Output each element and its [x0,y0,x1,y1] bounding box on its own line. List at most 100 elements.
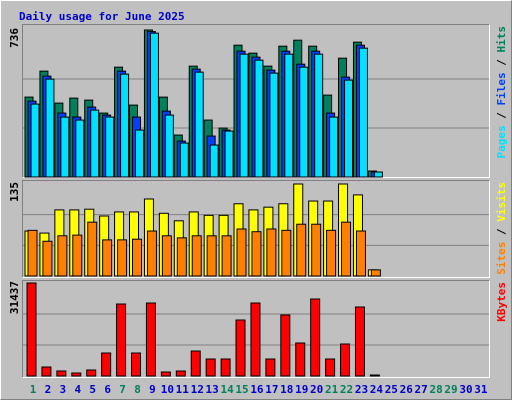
legend-entry: Sites [495,242,508,275]
bar [325,358,336,377]
x-tick-label: 19 [295,383,308,396]
bar [236,228,247,277]
bar [175,370,186,377]
x-tick-label: 15 [235,383,248,396]
legend-separator: / [495,53,508,73]
bar [72,234,83,277]
bar [329,116,339,178]
x-tick-label: 30 [459,383,472,396]
bar [209,144,219,178]
x-tick-label: 31 [474,383,488,396]
bar [45,78,55,178]
bar [373,171,383,178]
bevel [22,280,490,378]
bar [239,53,249,178]
bar [206,235,217,277]
bar [145,302,156,377]
bar [105,116,115,178]
bar [161,235,172,277]
x-tick-label: 11 [176,383,190,396]
bar [341,221,352,277]
bar [235,319,246,377]
x-tick-label: 13 [206,383,219,396]
x-tick-label: 6 [104,383,111,396]
bar [194,71,204,178]
legend: Sites / Visits [495,182,508,275]
legend: Pages / Files / Hits [495,26,508,159]
x-tick-label: 14 [220,383,234,396]
y-tick-label: 736 [8,28,21,48]
bar [344,79,354,178]
legend-entry: Files [495,72,508,105]
x-tick-label: 2 [45,383,52,396]
bar [314,53,324,178]
legend-entry: KBytes [495,282,508,322]
x-tick-label: 17 [265,383,278,396]
bar [299,66,309,178]
bar [355,230,366,277]
bar [131,352,142,377]
bar [340,343,351,377]
bar [358,47,368,178]
legend-entry: Visits [495,182,508,222]
x-tick-label: 18 [280,383,293,396]
bar [295,342,306,377]
x-tick-label: 28 [429,383,442,396]
bar [135,129,145,178]
x-tick-label: 21 [325,383,339,396]
bar [191,235,202,277]
x-tick-label: 16 [250,383,264,396]
bar [132,238,143,277]
bar [41,366,52,377]
bar [311,223,322,277]
bar [269,72,279,178]
bar [164,114,174,178]
bar [176,237,187,277]
x-tick-label: 1 [30,383,37,396]
bar [116,303,127,377]
bar [90,109,100,178]
bar [354,306,365,377]
bar [75,119,85,178]
bar [266,228,277,277]
bar [60,116,70,178]
bar [205,358,216,377]
bar [250,302,261,377]
bevel [22,180,490,278]
bar [224,130,234,178]
bar [280,314,291,377]
bar [87,221,98,277]
bar [251,231,262,277]
bevel [22,280,490,378]
legend: KBytes [495,282,508,322]
bar [26,282,37,377]
bar [120,73,130,178]
bar [56,370,67,377]
bar [27,229,38,277]
bar [102,239,113,277]
bar [281,229,292,277]
y-tick-label: 135 [8,182,21,202]
bar [326,229,337,277]
bar [370,269,381,277]
bar [149,32,159,178]
x-tick-label: 26 [400,383,414,396]
x-tick-label: 20 [310,383,323,396]
legend-entry: Hits [495,26,508,53]
bar [221,235,232,277]
bar [42,240,53,277]
bar [296,223,307,277]
x-tick-label: 4 [74,383,81,396]
x-tick-label: 5 [89,383,96,396]
bar [284,53,294,178]
y-tick-label: 31437 [8,281,21,314]
bar [254,59,264,178]
bar [265,358,276,377]
legend-entry: Pages [495,125,508,158]
x-tick-label: 22 [340,383,353,396]
bevel [22,180,490,278]
bar [57,235,68,277]
bar [71,372,82,377]
